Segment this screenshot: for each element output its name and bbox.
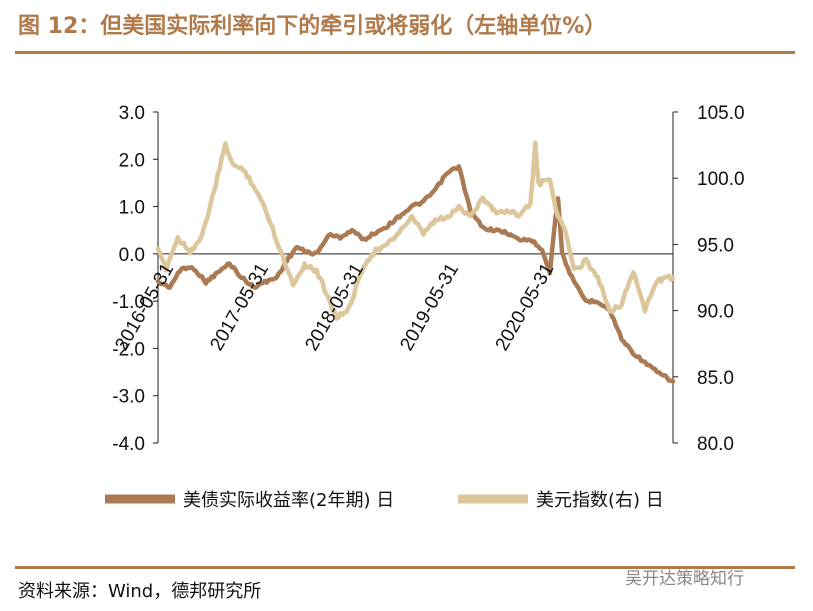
right-axis: 105.0 100.0 95.0 90.0 85.0 80.0: [673, 103, 745, 455]
x-tick-label: 2020-05-31: [492, 260, 559, 355]
left-tick-label: 2.0: [119, 150, 145, 171]
chart-area: 3.0 2.0 1.0 0.0 -1.0 -2.0 -3.0 -4.0 105.0 100.0 9…: [105, 103, 745, 511]
source-rule: [15, 566, 795, 569]
left-tick-label: -2.0: [112, 339, 145, 360]
source-note: 资料来源：Wind，德邦研究所: [18, 581, 262, 602]
series-dollar-index-line: [155, 140, 676, 321]
legend: 美债实际收益率(2年期) 日 美元指数(右) 日: [105, 490, 664, 511]
title-rule: [15, 51, 795, 54]
right-tick-label: 80.0: [697, 434, 734, 455]
series-real-yield-line: [155, 164, 676, 384]
right-tick-label: 105.0: [697, 103, 745, 124]
right-tick-label: 90.0: [697, 302, 734, 323]
left-axis: 3.0 2.0 1.0 0.0 -1.0 -2.0 -3.0 -4.0: [112, 103, 158, 455]
left-tick-label: -1.0: [112, 292, 145, 313]
left-tick-label: -3.0: [112, 387, 145, 408]
left-tick-label: 0.0: [119, 245, 145, 266]
x-tick-label: 2019-05-31: [396, 260, 463, 355]
left-tick-label: 1.0: [119, 198, 145, 219]
series-layer: [155, 140, 676, 384]
x-tick-label: 2018-05-31: [301, 260, 368, 355]
right-tick-label: 95.0: [697, 235, 734, 256]
left-tick-label: -4.0: [112, 434, 145, 455]
legend-label-real-yield: 美债实际收益率(2年期) 日: [183, 490, 394, 511]
legend-label-dollar-index: 美元指数(右) 日: [536, 490, 664, 511]
chart-title: 图 12：但美国实际利率向下的牵引或将弱化（左轴单位%）: [18, 14, 607, 39]
left-tick-label: 3.0: [119, 103, 145, 124]
right-tick-label: 85.0: [697, 368, 734, 389]
right-tick-label: 100.0: [697, 169, 745, 190]
watermark: 吴开达策略知行: [625, 569, 744, 589]
